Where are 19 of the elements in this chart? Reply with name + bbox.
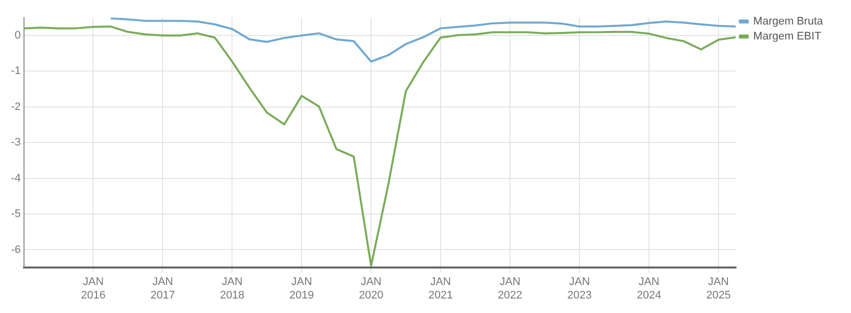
y-tick-label: -4 <box>11 172 21 184</box>
y-tick-label: -2 <box>11 100 21 113</box>
x-tick-label: JAN 2022 <box>498 276 522 302</box>
x-tick-label: JAN 2023 <box>567 276 592 302</box>
x-tick-label: JAN 2019 <box>289 276 314 302</box>
x-tick-label: JAN 2016 <box>81 276 106 302</box>
x-tick-label: JAN 2025 <box>706 276 731 302</box>
x-tick-label: JAN 2020 <box>358 276 384 302</box>
y-tick-label: 0 <box>14 29 21 42</box>
y-tick-label: -5 <box>11 208 21 220</box>
x-tick-label: JAN 2024 <box>636 276 662 302</box>
x-tick-label: JAN 2017 <box>150 276 175 302</box>
x-tick-label: JAN 2021 <box>428 276 453 302</box>
x-tick-label: JAN 2018 <box>220 276 244 302</box>
y-tick-label: -6 <box>11 244 21 256</box>
legend-label: Margem EBIT <box>753 30 822 43</box>
y-tick-label: -1 <box>11 65 21 78</box>
y-tick-label: -3 <box>11 136 21 149</box>
legend-label: Margem Bruta <box>753 16 824 28</box>
